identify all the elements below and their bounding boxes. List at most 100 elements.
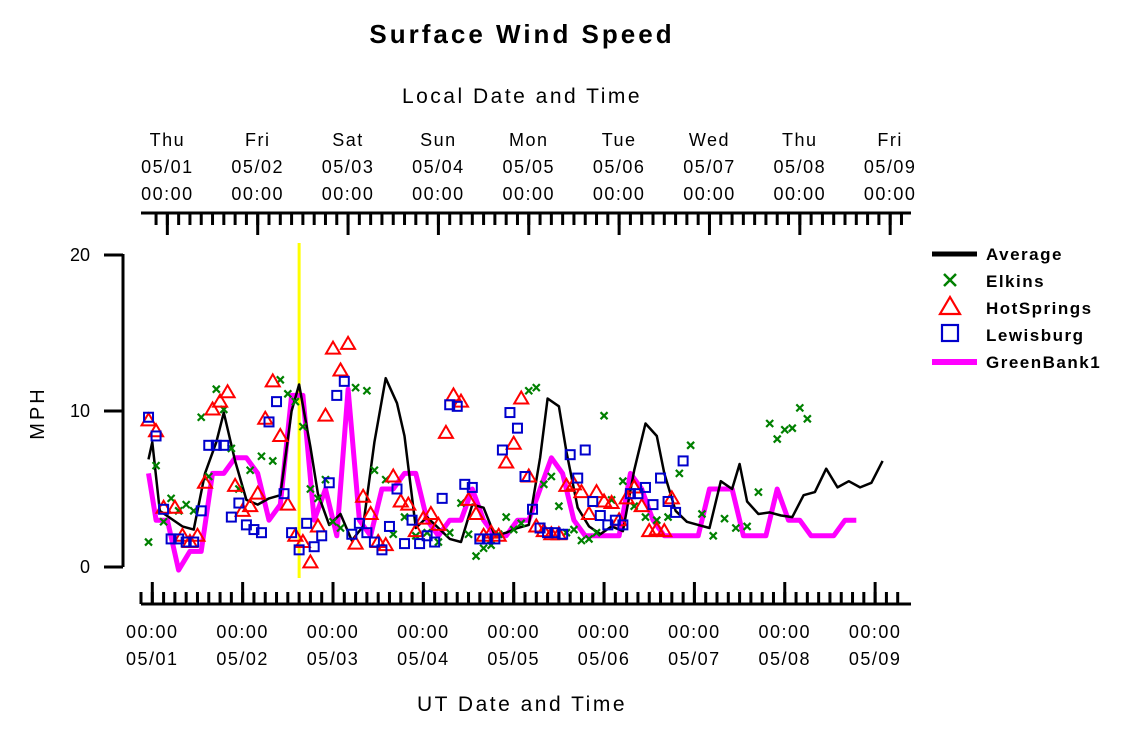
data-point-elkins (554, 501, 564, 511)
bottom-tick-label-date: 05/06 (578, 649, 631, 669)
data-point-elkins (532, 383, 541, 392)
data-point-elkins (780, 425, 790, 434)
data-point-hotsprings (429, 515, 448, 531)
top-tick-label-date: 05/03 (322, 157, 375, 177)
data-point-elkins (547, 472, 556, 481)
data-point-elkins (159, 517, 168, 527)
data-point-lewisburg (655, 472, 667, 484)
data-point-lewisburg (331, 389, 343, 401)
data-point-lewisburg (271, 396, 283, 408)
data-point-lewisburg (549, 527, 561, 539)
data-point-hotsprings (286, 526, 305, 542)
data-point-lewisburg (323, 477, 335, 489)
data-point-elkins (652, 515, 662, 525)
legend-label-elkins: Elkins (986, 272, 1045, 291)
data-point-lewisburg (511, 422, 523, 434)
data-point-elkins (516, 519, 526, 528)
data-point-lewisburg (368, 536, 380, 548)
y-axis-title: MPH (27, 386, 49, 439)
data-point-hotsprings (632, 497, 651, 513)
data-point-hotsprings (602, 494, 621, 510)
data-point-lewisburg (308, 541, 320, 553)
data-point-hotsprings (316, 406, 335, 422)
data-point-lewisburg (436, 492, 448, 504)
top-tick-label-date: 05/02 (231, 157, 284, 177)
bottom-tick-label-time: 00:00 (487, 622, 540, 642)
data-point-hotsprings (384, 467, 402, 483)
data-point-hotsprings (354, 487, 372, 503)
bottom-tick-label-date: 05/02 (216, 649, 269, 669)
data-point-lewisburg (218, 439, 230, 451)
data-point-lewisburg (225, 511, 237, 523)
data-point-elkins (708, 531, 718, 541)
data-point-hotsprings (595, 492, 613, 508)
data-point-lewisburg (647, 499, 659, 511)
bottom-tick-label-time: 00:00 (307, 622, 360, 642)
y-tick-label: 20 (70, 245, 90, 265)
top-tick-label-day: Thu (150, 130, 186, 150)
data-point-elkins (283, 389, 293, 399)
data-point-hotsprings (279, 495, 297, 511)
data-point-elkins (257, 451, 266, 461)
legend-swatch-elkins (943, 273, 957, 287)
top-tick-label-date: 05/07 (683, 157, 736, 177)
top-tick-label-time: 00:00 (141, 184, 194, 204)
data-point-elkins (618, 476, 628, 486)
top-tick-label-time: 00:00 (502, 184, 555, 204)
data-point-lewisburg (346, 528, 358, 540)
top-tick-label-day: Sat (332, 130, 364, 150)
x-axis-title: UT Date and Time (417, 693, 627, 716)
data-point-elkins (144, 537, 153, 547)
data-point-hotsprings (414, 509, 433, 525)
data-point-elkins (539, 480, 549, 489)
data-point-lewisburg (617, 519, 629, 531)
legend: Average Elkins HotSprings Lewisburg GreenBan… (932, 245, 1100, 372)
legend-label-average: Average (986, 245, 1063, 264)
data-point-hotsprings (361, 504, 380, 520)
data-point-hotsprings (211, 392, 229, 408)
axes: 0 10 20 Thu 05/01 00:00 Fri 05/02 00:00 Sat 05/03 0… (70, 130, 917, 669)
data-point-elkins (524, 386, 534, 395)
data-point-hotsprings (587, 483, 606, 499)
top-tick-label-date: 05/01 (141, 157, 194, 177)
data-point-elkins (479, 544, 488, 553)
data-point-lewisburg (662, 495, 674, 507)
data-point-lewisburg (481, 533, 493, 545)
data-point-hotsprings (467, 504, 485, 520)
data-point-hotsprings (226, 476, 244, 492)
data-point-hotsprings (572, 483, 591, 499)
series-line-greenbank1 (146, 386, 857, 573)
top-tick-label-date: 05/06 (593, 157, 646, 177)
bottom-tick-label-date: 05/09 (849, 649, 902, 669)
top-axis-title: Local Date and Time (402, 85, 642, 108)
data-point-elkins (336, 523, 345, 533)
data-point-lewisburg (459, 478, 471, 490)
top-tick-label-day: Thu (782, 130, 818, 150)
data-point-lewisburg (361, 527, 373, 539)
data-point-hotsprings (147, 422, 165, 438)
data-point-elkins (212, 384, 221, 394)
data-point-lewisburg (504, 407, 516, 419)
data-point-lewisburg (564, 449, 576, 461)
data-point-lewisburg (316, 530, 328, 542)
y-tick-label: 0 (80, 557, 90, 577)
bottom-tick-label-time: 00:00 (578, 622, 631, 642)
legend-label-hotsprings: HotSprings (986, 299, 1093, 318)
bottom-tick-label-time: 00:00 (126, 622, 179, 642)
top-tick-label-time: 00:00 (322, 184, 375, 204)
data-point-elkins (306, 484, 315, 494)
data-point-hotsprings (196, 473, 214, 489)
data-point-hotsprings (324, 339, 342, 355)
data-point-elkins (599, 411, 609, 420)
top-tick-label-time: 00:00 (864, 184, 917, 204)
data-point-elkins (362, 386, 372, 395)
data-point-lewisburg (263, 416, 275, 428)
top-tick-label-time: 00:00 (231, 184, 284, 204)
data-point-lewisburg (301, 517, 313, 529)
data-point-lewisburg (639, 481, 651, 493)
bottom-tick-label-time: 00:00 (849, 622, 902, 642)
data-point-lewisburg (406, 514, 418, 526)
data-point-hotsprings (422, 504, 440, 520)
data-point-lewisburg (150, 430, 162, 442)
